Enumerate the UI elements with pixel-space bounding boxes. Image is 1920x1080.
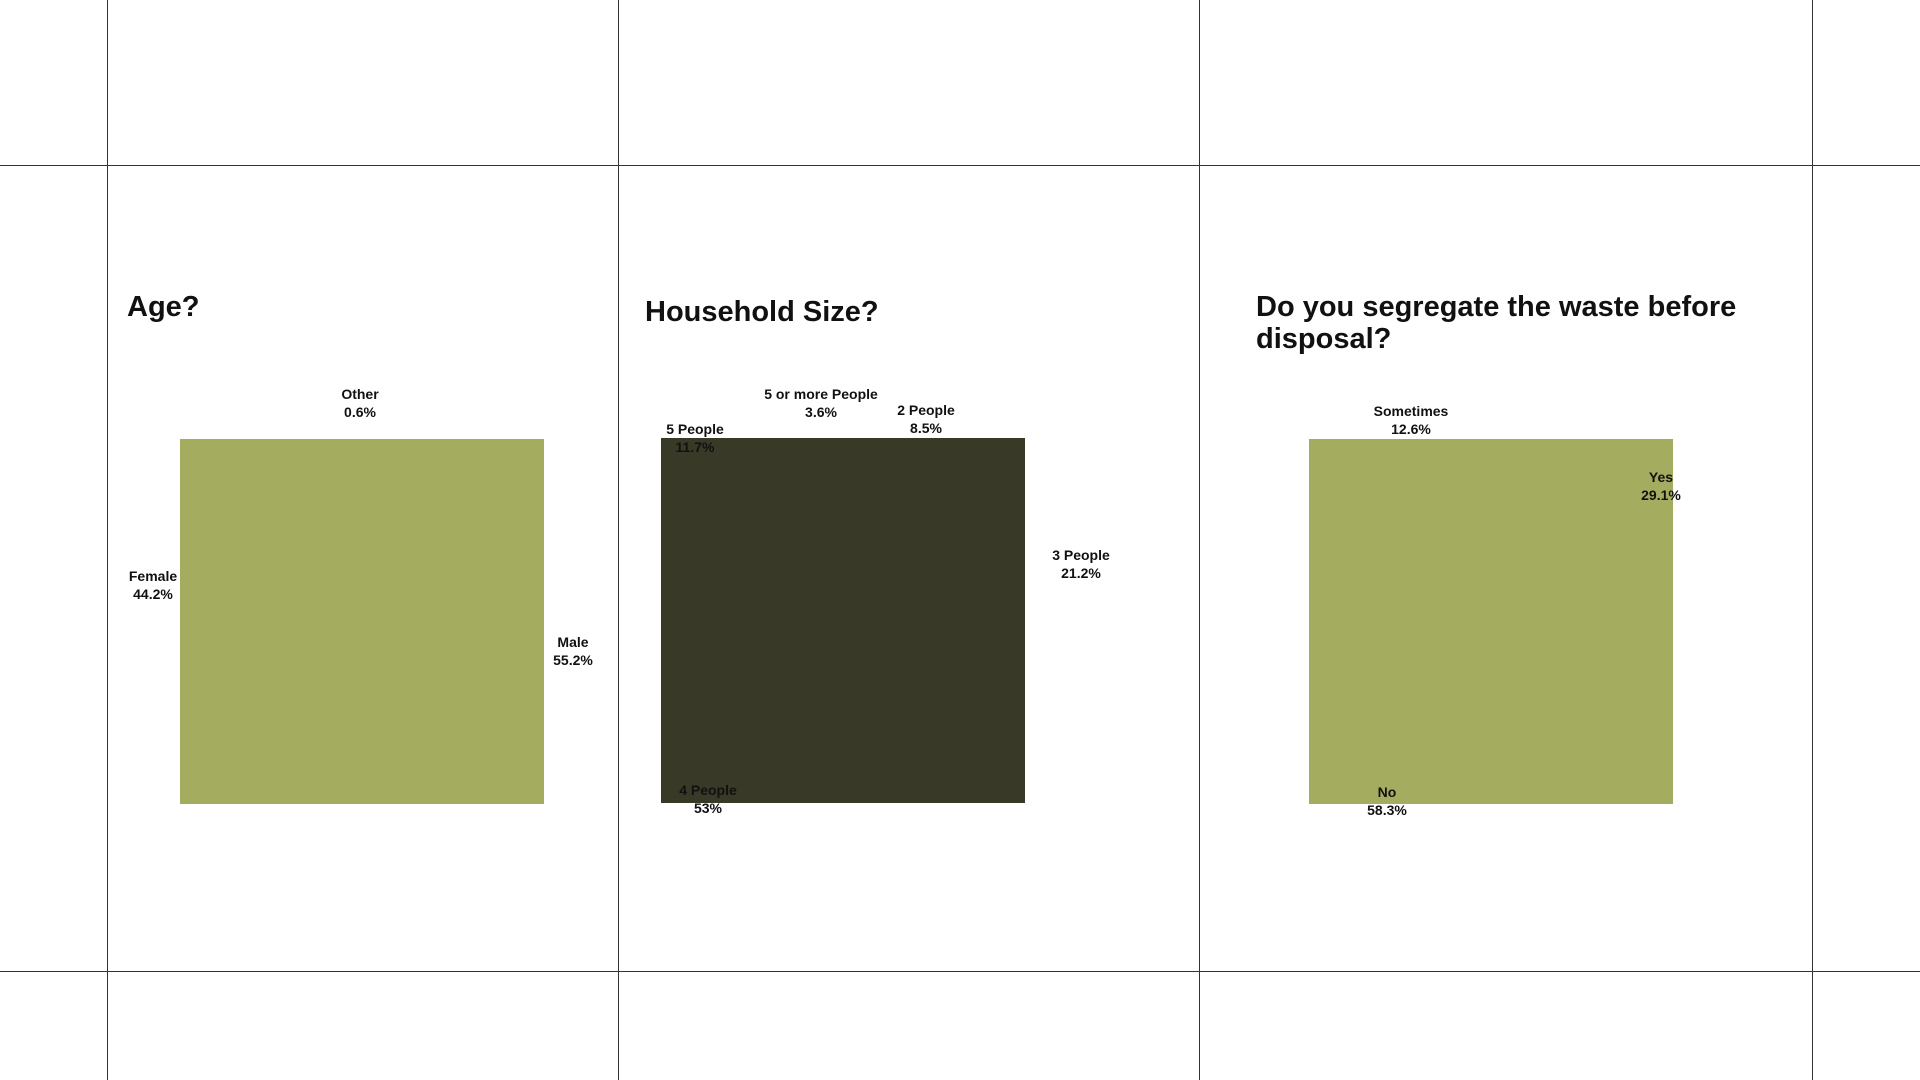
slice-value-5-people: 11.7% bbox=[675, 439, 715, 455]
slice-value-other: 0.6% bbox=[344, 404, 376, 420]
slice-value-yes: 29.1% bbox=[1641, 487, 1681, 503]
chart-title-household-size: Household Size? bbox=[645, 296, 879, 328]
slice-label-no: No bbox=[1377, 784, 1397, 800]
data-label-5-people: 5 People 11.7% bbox=[666, 420, 724, 456]
slice-label-2-people: 2 People bbox=[897, 402, 955, 418]
slice-label-yes: Yes bbox=[1648, 469, 1674, 485]
grid-line-bottom bbox=[0, 971, 1920, 972]
slice-label-5-or-more-people: 5 or more People bbox=[764, 386, 878, 402]
chart-title-waste-segregation: Do you segregate the waste before dispos… bbox=[1256, 291, 1737, 355]
slice-label-4-people: 4 People bbox=[679, 782, 737, 798]
slice-label-male: Male bbox=[557, 634, 589, 650]
data-label-male: Male 55.2% bbox=[553, 633, 593, 669]
slice-value-sometimes: 12.6% bbox=[1391, 421, 1431, 437]
data-label-4-people: 4 People 53% bbox=[679, 781, 737, 817]
grid-line-col-3 bbox=[1199, 0, 1200, 1080]
data-label-other: Other 0.6% bbox=[341, 385, 378, 421]
data-label-5-or-more-people: 5 or more People 3.6% bbox=[764, 385, 878, 421]
slice-value-4-people: 53% bbox=[693, 800, 723, 816]
slice-value-3-people: 21.2% bbox=[1061, 565, 1101, 581]
household-size-chart-block bbox=[661, 438, 1025, 803]
slice-value-2-people: 8.5% bbox=[910, 420, 942, 436]
data-label-2-people: 2 People 8.5% bbox=[897, 401, 955, 437]
slice-value-5-or-more-people: 3.6% bbox=[805, 404, 837, 420]
grid-line-top bbox=[0, 165, 1920, 166]
slice-label-sometimes: Sometimes bbox=[1373, 403, 1449, 419]
slice-label-female: Female bbox=[128, 568, 178, 584]
chart-title-age: Age? bbox=[127, 291, 200, 323]
grid-line-col-2 bbox=[618, 0, 619, 1080]
data-label-female: Female 44.2% bbox=[129, 567, 177, 603]
age-chart-block bbox=[180, 439, 544, 804]
data-label-sometimes: Sometimes 12.6% bbox=[1374, 402, 1449, 438]
slice-value-female: 44.2% bbox=[133, 586, 173, 602]
data-label-3-people: 3 People 21.2% bbox=[1052, 546, 1110, 582]
waste-segregation-chart-block bbox=[1309, 439, 1673, 804]
slice-label-other: Other bbox=[341, 386, 379, 402]
data-label-no: No 58.3% bbox=[1367, 783, 1407, 819]
slice-value-no: 58.3% bbox=[1367, 802, 1407, 818]
slice-label-5-people: 5 People bbox=[666, 421, 724, 437]
grid-line-col-4 bbox=[1812, 0, 1813, 1080]
grid-line-col-1 bbox=[107, 0, 108, 1080]
slice-label-3-people: 3 People bbox=[1052, 547, 1110, 563]
data-label-yes: Yes 29.1% bbox=[1641, 468, 1681, 504]
slice-value-male: 55.2% bbox=[553, 652, 593, 668]
